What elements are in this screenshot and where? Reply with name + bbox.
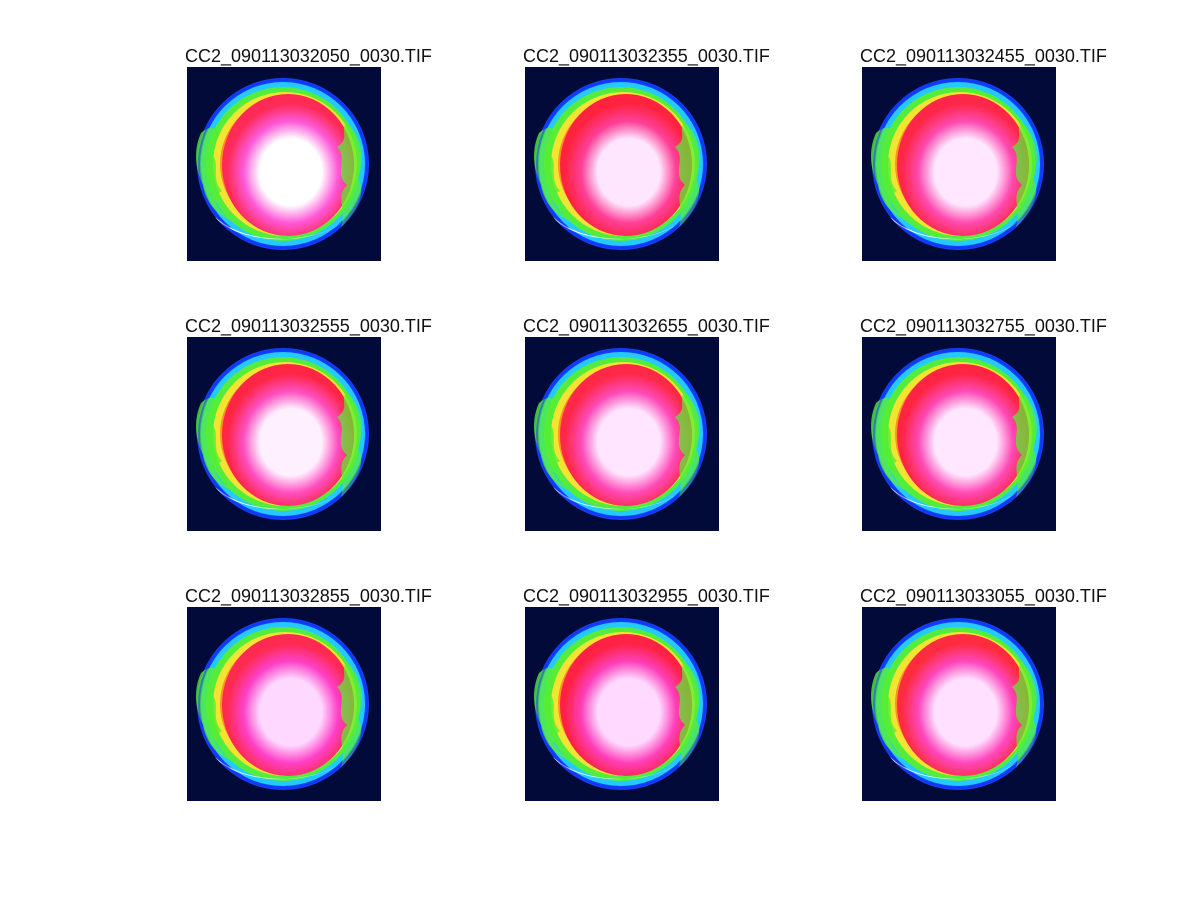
- outer-edge: [873, 79, 1043, 249]
- left-fringe: [871, 397, 908, 491]
- image-panel-5: CC2_090113032655_0030.TIF: [523, 315, 785, 545]
- sky-image: [525, 607, 719, 801]
- right-fringe: [337, 392, 362, 497]
- outer-edge: [198, 79, 368, 249]
- panel-title: CC2_090113032455_0030.TIF: [860, 46, 1107, 66]
- sky-core: [560, 634, 692, 776]
- sky-image-svg: [525, 67, 719, 261]
- outer-edge: [536, 349, 706, 519]
- sky-image: [525, 67, 719, 261]
- sky-core: [897, 634, 1029, 776]
- sky-image: [187, 607, 381, 801]
- sky-core: [897, 364, 1029, 506]
- outer-edge: [536, 619, 706, 789]
- left-fringe: [534, 667, 571, 761]
- sky-core: [222, 94, 354, 236]
- right-fringe: [337, 122, 362, 227]
- right-fringe: [1012, 662, 1037, 767]
- sky-image: [862, 337, 1056, 531]
- left-fringe: [871, 667, 908, 761]
- left-fringe: [871, 127, 908, 221]
- panel-title: CC2_090113032655_0030.TIF: [523, 316, 770, 336]
- sky-core: [560, 94, 692, 236]
- panel-title: CC2_090113033055_0030.TIF: [860, 586, 1107, 606]
- image-panel-4: CC2_090113032555_0030.TIF: [185, 315, 447, 545]
- image-panel-1: CC2_090113032050_0030.TIF: [185, 45, 447, 275]
- left-fringe: [534, 397, 571, 491]
- sky-core: [222, 634, 354, 776]
- right-fringe: [675, 662, 700, 767]
- sky-image-svg: [525, 607, 719, 801]
- right-fringe: [675, 122, 700, 227]
- panel-title: CC2_090113032755_0030.TIF: [860, 316, 1107, 336]
- right-fringe: [1012, 122, 1037, 227]
- right-fringe: [675, 392, 700, 497]
- sky-core: [897, 94, 1029, 236]
- sky-image-svg: [187, 337, 381, 531]
- sky-image: [862, 607, 1056, 801]
- image-panel-3: CC2_090113032455_0030.TIF: [860, 45, 1122, 275]
- sky-core: [560, 364, 692, 506]
- panel-title: CC2_090113032855_0030.TIF: [185, 586, 432, 606]
- panel-title: CC2_090113032955_0030.TIF: [523, 586, 770, 606]
- image-panel-9: CC2_090113033055_0030.TIF: [860, 585, 1122, 815]
- left-fringe: [196, 127, 233, 221]
- image-panel-6: CC2_090113032755_0030.TIF: [860, 315, 1122, 545]
- sky-image: [525, 337, 719, 531]
- sky-image-svg: [862, 337, 1056, 531]
- sky-image-svg: [187, 607, 381, 801]
- sky-image-svg: [862, 607, 1056, 801]
- sky-image: [187, 67, 381, 261]
- left-fringe: [534, 127, 571, 221]
- outer-edge: [536, 79, 706, 249]
- panel-title: CC2_090113032050_0030.TIF: [185, 46, 432, 66]
- left-fringe: [196, 667, 233, 761]
- sky-image-svg: [187, 67, 381, 261]
- image-panel-7: CC2_090113032855_0030.TIF: [185, 585, 447, 815]
- image-panel-8: CC2_090113032955_0030.TIF: [523, 585, 785, 815]
- left-fringe: [196, 397, 233, 491]
- outer-edge: [873, 349, 1043, 519]
- outer-edge: [873, 619, 1043, 789]
- sky-image-svg: [525, 337, 719, 531]
- sky-image-svg: [862, 67, 1056, 261]
- image-panel-2: CC2_090113032355_0030.TIF: [523, 45, 785, 275]
- right-fringe: [1012, 392, 1037, 497]
- sky-image: [187, 337, 381, 531]
- panel-title: CC2_090113032355_0030.TIF: [523, 46, 770, 66]
- right-fringe: [337, 662, 362, 767]
- sky-image: [862, 67, 1056, 261]
- sky-core: [222, 364, 354, 506]
- outer-edge: [198, 349, 368, 519]
- panel-title: CC2_090113032555_0030.TIF: [185, 316, 432, 336]
- outer-edge: [198, 619, 368, 789]
